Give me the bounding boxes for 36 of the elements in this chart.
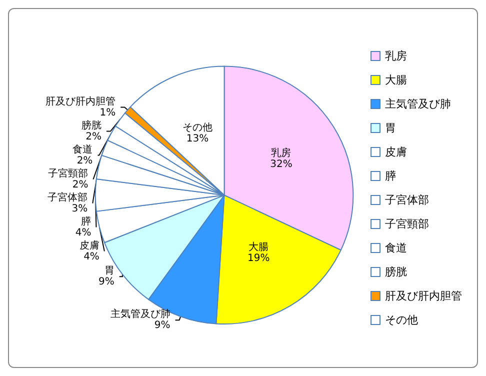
slice-label: 主気管及び肺 (110, 308, 170, 320)
data-label: 9% (98, 276, 114, 288)
slice-label: 膵 (81, 215, 92, 228)
slice-label: 乳房 (271, 147, 292, 160)
legend-label: 子宮体部 (385, 194, 429, 206)
data-label: 3% (72, 203, 88, 214)
data-label: 1% (100, 107, 116, 118)
legend-label: 肝及び肝内胆管 (385, 290, 462, 302)
data-label: 19% (247, 253, 270, 264)
legend-label: その他 (385, 314, 418, 326)
legend-label: 乳房 (385, 50, 407, 62)
data-label: 32% (270, 159, 292, 170)
data-label: 13% (186, 133, 209, 144)
legend-label: 主気管及び肺 (385, 98, 451, 110)
slice-label: 食道 (72, 143, 93, 156)
slice-label: 大腸 (248, 241, 269, 254)
legend-label: 食道 (385, 242, 407, 254)
slice-label: 皮膚 (79, 239, 100, 252)
data-label: 2% (76, 155, 93, 166)
legend-label: 胃 (385, 122, 396, 134)
data-label: 9% (154, 320, 170, 332)
slice-label: 胃 (104, 266, 114, 277)
legend-label: 大腸 (385, 74, 407, 86)
legend-label: 膀胱 (385, 266, 407, 278)
slice-label: 膀胱 (81, 119, 102, 132)
legend-label: 子宮頸部 (385, 218, 429, 230)
slice-label: その他 (182, 121, 212, 134)
slice-label: 子宮頸部 (48, 167, 88, 180)
slice-label: 子宮体部 (48, 191, 88, 204)
legend-label: 膵 (385, 170, 396, 182)
data-label: 4% (75, 227, 92, 238)
data-label: 4% (84, 251, 100, 262)
legend-label: 皮膚 (385, 146, 407, 158)
slice-label: 肝及び肝内胆管 (46, 95, 116, 108)
data-label: 2% (86, 131, 102, 142)
data-label: 2% (72, 179, 88, 190)
